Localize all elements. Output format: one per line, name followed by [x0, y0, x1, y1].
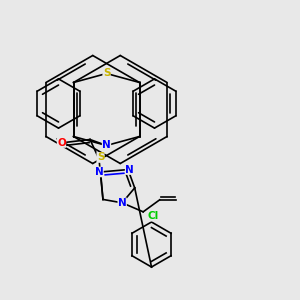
Text: S: S: [103, 68, 110, 79]
Text: N: N: [125, 165, 134, 175]
Text: O: O: [57, 137, 66, 148]
Text: N: N: [95, 167, 103, 177]
Text: S: S: [97, 152, 104, 163]
Text: N: N: [102, 140, 111, 151]
Text: N: N: [118, 198, 127, 208]
Text: Cl: Cl: [147, 211, 159, 221]
